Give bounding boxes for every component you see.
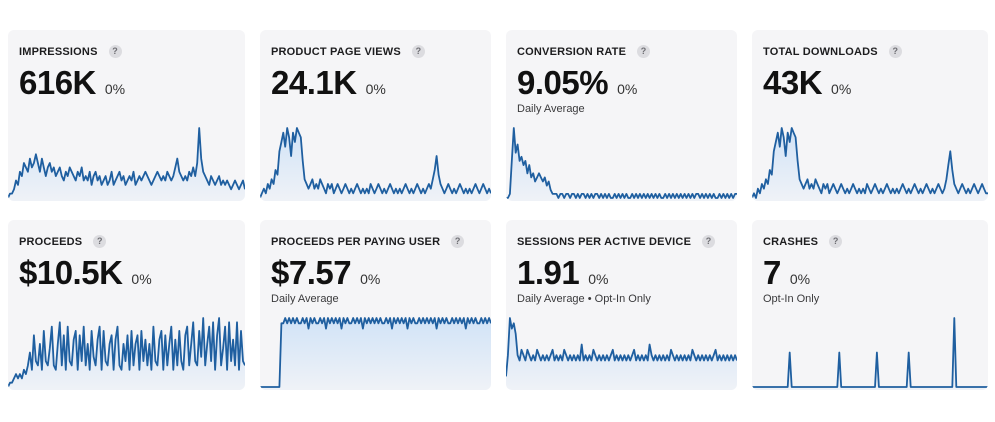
- metric-subtitle: Daily Average: [517, 103, 585, 115]
- sparkline-chart: [260, 312, 491, 390]
- metric-card-crashes[interactable]: CRASHES? 7 0% Opt-In Only: [752, 220, 988, 390]
- metric-value-row: 43K 0%: [763, 64, 851, 102]
- sparkline-line: [752, 318, 988, 387]
- metric-change: 0%: [617, 81, 638, 97]
- metric-value-row: 7 0%: [763, 254, 810, 292]
- metric-value: 1.91: [517, 254, 580, 291]
- sparkline-chart: [8, 312, 245, 390]
- metric-change: 0%: [789, 271, 811, 287]
- metric-value-row: 9.05% 0%: [517, 64, 637, 102]
- question-mark-icon[interactable]: ?: [702, 235, 716, 248]
- question-mark-icon[interactable]: ?: [93, 235, 107, 248]
- sparkline-line: [506, 128, 737, 198]
- metric-change: 0%: [831, 81, 852, 97]
- question-mark-icon[interactable]: ?: [637, 45, 651, 58]
- sparkline-chart: [8, 122, 245, 201]
- metric-title: PROCEEDS PER PAYING USER?: [271, 235, 465, 248]
- sparkline-area: [260, 318, 491, 390]
- metric-title: SESSIONS PER ACTIVE DEVICE?: [517, 235, 716, 248]
- metric-title: CONVERSION RATE?: [517, 45, 651, 58]
- metric-title: PRODUCT PAGE VIEWS?: [271, 45, 425, 58]
- metric-value: 9.05%: [517, 64, 609, 101]
- metric-subtitle: Daily Average: [271, 293, 339, 305]
- metric-value-row: 616K 0%: [19, 64, 125, 102]
- metric-subtitle: Daily Average • Opt-In Only: [517, 293, 651, 305]
- metric-card-total-downloads[interactable]: TOTAL DOWNLOADS? 43K 0%: [752, 30, 988, 201]
- metric-value-row: 1.91 0%: [517, 254, 608, 292]
- metric-title: CRASHES?: [763, 235, 843, 248]
- metric-title: TOTAL DOWNLOADS?: [763, 45, 902, 58]
- metric-card-product-page-views[interactable]: PRODUCT PAGE VIEWS? 24.1K 0%: [260, 30, 491, 201]
- sparkline-area: [752, 128, 988, 201]
- metric-title: IMPRESSIONS?: [19, 45, 122, 58]
- sparkline-area: [506, 128, 737, 201]
- metric-value: 7: [763, 254, 781, 291]
- sparkline-chart: [260, 122, 491, 201]
- metric-change: 0%: [131, 271, 152, 287]
- metric-card-proceeds[interactable]: PROCEEDS? $10.5K 0%: [8, 220, 245, 390]
- metric-card-conversion-rate[interactable]: CONVERSION RATE? 9.05% 0% Daily Average: [506, 30, 737, 201]
- sparkline-chart: [752, 122, 988, 201]
- question-mark-icon[interactable]: ?: [451, 235, 465, 248]
- metric-value-row: $10.5K 0%: [19, 254, 152, 292]
- sparkline-line: [752, 128, 988, 198]
- metric-subtitle: Opt-In Only: [763, 293, 820, 305]
- question-mark-icon[interactable]: ?: [411, 45, 425, 58]
- metric-value-row: $7.57 0%: [271, 254, 380, 292]
- metric-change: 0%: [365, 81, 386, 97]
- metric-change: 0%: [104, 81, 126, 97]
- metric-value: 24.1K: [271, 64, 357, 101]
- metric-value-row: 24.1K 0%: [271, 64, 386, 102]
- metric-card-impressions[interactable]: IMPRESSIONS? 616K 0%: [8, 30, 245, 201]
- metric-card-sessions-per-active-device[interactable]: SESSIONS PER ACTIVE DEVICE? 1.91 0% Dail…: [506, 220, 737, 390]
- metric-change: 0%: [360, 271, 381, 287]
- metric-value: $7.57: [271, 254, 352, 291]
- metric-title: PROCEEDS?: [19, 235, 107, 248]
- sparkline-chart: [752, 312, 988, 390]
- metric-change: 0%: [588, 271, 609, 287]
- sparkline-area: [8, 128, 245, 201]
- sparkline-line: [8, 128, 245, 198]
- metric-value: 43K: [763, 64, 823, 101]
- question-mark-icon[interactable]: ?: [108, 45, 122, 58]
- question-mark-icon[interactable]: ?: [829, 235, 843, 248]
- sparkline-line: [260, 128, 491, 198]
- sparkline-area: [260, 128, 491, 201]
- sparkline-line: [260, 318, 491, 387]
- metric-value: $10.5K: [19, 254, 123, 291]
- sparkline-chart: [506, 122, 737, 201]
- metric-value: 616K: [19, 64, 96, 101]
- sparkline-chart: [506, 312, 737, 390]
- sparkline-line: [506, 318, 737, 376]
- metric-card-proceeds-per-paying-user[interactable]: PROCEEDS PER PAYING USER? $7.57 0% Daily…: [260, 220, 491, 390]
- sparkline-area: [506, 318, 737, 390]
- sparkline-line: [8, 318, 245, 387]
- question-mark-icon[interactable]: ?: [888, 45, 902, 58]
